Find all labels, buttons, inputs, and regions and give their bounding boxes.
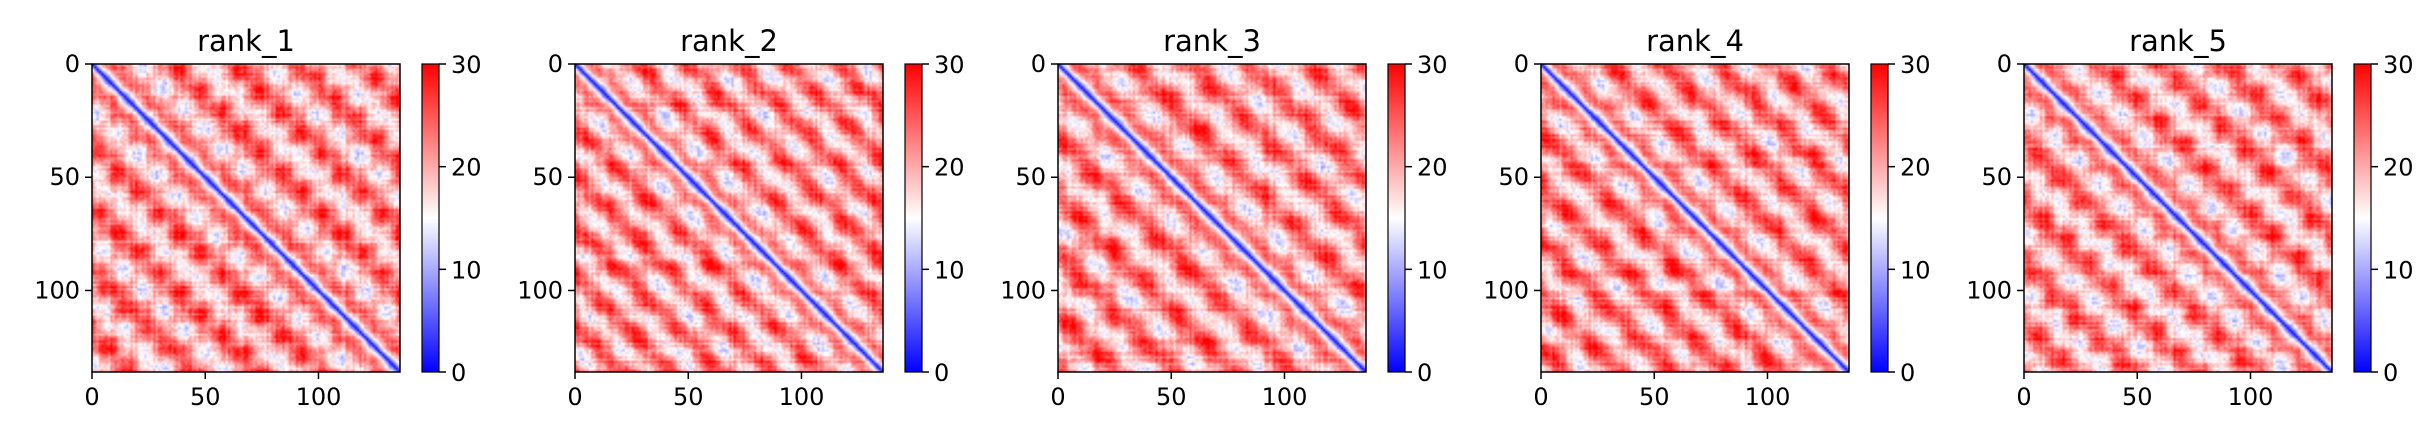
colorbar	[1870, 63, 1889, 373]
y-tick-label: 0	[65, 50, 80, 78]
x-tick-label: 0	[1050, 383, 1065, 411]
x-tick-label: 50	[1156, 383, 1187, 411]
x-tick-label: 50	[673, 383, 704, 411]
colorbar-tick-label: 10	[2383, 256, 2414, 284]
panel-title: rank_5	[2129, 24, 2227, 58]
x-tick-label: 100	[296, 383, 342, 411]
colorbar	[2353, 63, 2372, 373]
colorbar-tick-label: 30	[451, 51, 482, 79]
colorbar-tick-label: 10	[1417, 256, 1448, 284]
colorbar-tick-label: 20	[2383, 154, 2414, 182]
heatmap-frame	[574, 63, 884, 373]
colorbar-tick-label: 20	[451, 154, 482, 182]
colorbar-tick-label: 10	[1900, 256, 1931, 284]
heatmap-panel-2: rank_2 0 50 100 0 50 100 0 10 20 30	[517, 24, 964, 411]
x-tick-label: 50	[2122, 383, 2153, 411]
heatmap-panel-1: rank_1 0 50 100 0 50 100 0 10 20 30	[34, 24, 481, 411]
heatmap-image	[92, 64, 400, 372]
x-tick-label: 50	[1639, 383, 1670, 411]
panel-title: rank_1	[197, 24, 295, 58]
panel-title: rank_2	[680, 24, 778, 58]
y-tick-label: 50	[1981, 163, 2012, 191]
y-tick-label: 100	[517, 276, 563, 304]
y-tick-label: 0	[1031, 50, 1046, 78]
colorbar-tick-label: 10	[451, 256, 482, 284]
heatmap-image	[1541, 64, 1849, 372]
colorbar-tick-label: 0	[1900, 359, 1915, 387]
colorbar-tick-label: 30	[1900, 51, 1931, 79]
y-tick-label: 0	[1514, 50, 1529, 78]
y-tick-label: 50	[532, 163, 563, 191]
panel-title: rank_3	[1163, 24, 1261, 58]
x-tick-label: 100	[2228, 383, 2274, 411]
y-tick-label: 100	[34, 276, 80, 304]
heatmap-frame	[91, 63, 401, 373]
panel-title: rank_4	[1646, 24, 1744, 58]
heatmap-panel-3: rank_3 0 50 100 0 50 100 0 10 20 30	[1000, 24, 1447, 411]
colorbar	[421, 63, 440, 373]
colorbar-tick-label: 0	[1417, 359, 1432, 387]
heatmap-frame	[1540, 63, 1850, 373]
x-tick-label: 50	[190, 383, 221, 411]
x-tick-label: 100	[1262, 383, 1308, 411]
heatmap-image	[575, 64, 883, 372]
y-tick-label: 0	[548, 50, 563, 78]
colorbar-tick-label: 30	[1417, 51, 1448, 79]
heatmap-panel-5: rank_5 0 50 100 0 50 100 0 10 20 30	[1966, 24, 2413, 411]
x-tick-label: 0	[1533, 383, 1548, 411]
x-tick-label: 100	[1745, 383, 1791, 411]
x-tick-label: 0	[2016, 383, 2031, 411]
x-tick-label: 0	[567, 383, 582, 411]
x-tick-label: 100	[779, 383, 825, 411]
y-tick-label: 50	[1498, 163, 1529, 191]
colorbar	[904, 63, 923, 373]
colorbar-tick-label: 0	[2383, 359, 2398, 387]
heatmap-frame	[1057, 63, 1367, 373]
y-tick-label: 50	[49, 163, 80, 191]
colorbar	[1387, 63, 1406, 373]
colorbar-tick-label: 30	[2383, 51, 2414, 79]
y-tick-label: 50	[1015, 163, 1046, 191]
colorbar-tick-label: 0	[451, 359, 466, 387]
heatmap-frame	[2023, 63, 2333, 373]
colorbar-tick-label: 10	[934, 256, 965, 284]
y-tick-label: 100	[1483, 276, 1529, 304]
colorbar-tick-label: 20	[1900, 154, 1931, 182]
y-tick-label: 100	[1000, 276, 1046, 304]
colorbar-tick-label: 20	[934, 154, 965, 182]
y-tick-label: 100	[1966, 276, 2012, 304]
colorbar-tick-label: 30	[934, 51, 965, 79]
x-tick-label: 0	[84, 383, 99, 411]
heatmap-panel-4: rank_4 0 50 100 0 50 100 0 10 20 30	[1483, 24, 1930, 411]
y-tick-label: 0	[1997, 50, 2012, 78]
colorbar-tick-label: 20	[1417, 154, 1448, 182]
heatmap-image	[1058, 64, 1366, 372]
colorbar-tick-label: 0	[934, 359, 949, 387]
heatmap-image	[2024, 64, 2332, 372]
